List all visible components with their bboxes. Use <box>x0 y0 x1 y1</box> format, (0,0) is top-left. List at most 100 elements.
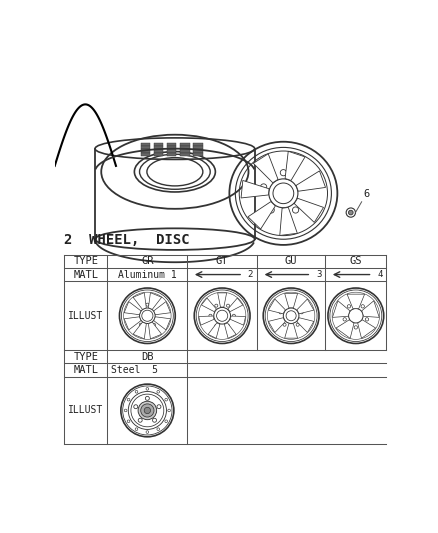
Circle shape <box>145 397 149 400</box>
Bar <box>194 152 203 156</box>
Circle shape <box>343 318 346 321</box>
Circle shape <box>365 318 369 321</box>
Polygon shape <box>148 293 162 309</box>
Circle shape <box>138 418 142 422</box>
Bar <box>167 149 177 152</box>
Circle shape <box>134 405 138 409</box>
Polygon shape <box>124 317 141 330</box>
Circle shape <box>293 207 299 213</box>
Polygon shape <box>362 301 379 317</box>
Polygon shape <box>241 181 269 198</box>
Circle shape <box>146 431 148 433</box>
Polygon shape <box>296 171 325 191</box>
Bar <box>167 152 177 156</box>
Bar <box>194 149 203 152</box>
Circle shape <box>283 323 286 326</box>
Bar <box>194 147 203 149</box>
Circle shape <box>138 401 157 419</box>
Polygon shape <box>228 298 243 312</box>
Bar <box>154 143 163 147</box>
Circle shape <box>226 304 230 307</box>
Polygon shape <box>294 198 324 222</box>
Text: Aluminum 1: Aluminum 1 <box>118 270 177 279</box>
Circle shape <box>268 207 274 213</box>
Circle shape <box>232 314 235 317</box>
Text: 3: 3 <box>316 270 321 279</box>
Text: Steel  5: Steel 5 <box>111 365 158 375</box>
Polygon shape <box>336 320 354 338</box>
Circle shape <box>146 303 149 306</box>
Bar <box>180 143 190 147</box>
Circle shape <box>361 305 364 308</box>
Polygon shape <box>124 302 141 314</box>
Bar <box>167 143 177 147</box>
Text: DB: DB <box>141 352 154 362</box>
Polygon shape <box>248 201 276 229</box>
Polygon shape <box>268 318 285 333</box>
Circle shape <box>157 391 159 393</box>
Bar <box>194 143 203 147</box>
Circle shape <box>280 169 286 176</box>
Polygon shape <box>253 154 278 183</box>
Text: MATL: MATL <box>73 270 98 279</box>
Circle shape <box>296 323 299 326</box>
Polygon shape <box>297 318 314 333</box>
Bar <box>141 152 150 156</box>
Text: MATL: MATL <box>73 365 98 375</box>
Bar <box>154 152 163 156</box>
Bar <box>180 152 190 156</box>
Polygon shape <box>297 299 314 314</box>
Text: TYPE: TYPE <box>73 256 98 266</box>
Polygon shape <box>332 301 350 317</box>
Polygon shape <box>224 323 236 338</box>
Polygon shape <box>280 207 297 236</box>
Circle shape <box>127 398 130 401</box>
Circle shape <box>209 314 212 317</box>
Circle shape <box>141 404 154 417</box>
Text: TYPE: TYPE <box>73 352 98 362</box>
Circle shape <box>146 387 148 390</box>
Text: 6: 6 <box>363 189 369 199</box>
Circle shape <box>349 210 353 215</box>
Polygon shape <box>199 316 214 325</box>
Circle shape <box>354 326 357 329</box>
Circle shape <box>135 428 138 431</box>
Circle shape <box>127 420 130 423</box>
Polygon shape <box>285 293 297 308</box>
Bar <box>141 143 150 147</box>
Text: 4: 4 <box>377 270 382 279</box>
Circle shape <box>300 184 306 190</box>
Polygon shape <box>347 294 364 309</box>
Text: 2: 2 <box>248 270 253 279</box>
Circle shape <box>157 428 159 431</box>
Text: GU: GU <box>285 256 297 266</box>
Bar <box>141 149 150 152</box>
Circle shape <box>168 409 170 412</box>
Text: GS: GS <box>350 256 362 266</box>
Text: GT: GT <box>216 256 228 266</box>
Circle shape <box>165 420 167 423</box>
Polygon shape <box>358 320 376 338</box>
Circle shape <box>157 405 161 409</box>
Polygon shape <box>133 322 146 339</box>
Circle shape <box>135 391 138 393</box>
Circle shape <box>152 418 156 422</box>
Text: ILLUST: ILLUST <box>68 406 103 415</box>
Circle shape <box>139 323 142 326</box>
Circle shape <box>215 304 218 307</box>
Bar <box>167 147 177 149</box>
Text: GR: GR <box>141 256 154 266</box>
Polygon shape <box>148 322 162 339</box>
Polygon shape <box>268 299 285 314</box>
Circle shape <box>135 311 138 314</box>
Text: 2  WHEEL,  DISC: 2 WHEEL, DISC <box>64 233 190 247</box>
Polygon shape <box>201 298 216 312</box>
Bar <box>154 147 163 149</box>
Circle shape <box>124 409 127 412</box>
Circle shape <box>347 305 351 308</box>
Bar <box>154 149 163 152</box>
Bar <box>180 147 190 149</box>
Circle shape <box>165 398 167 401</box>
Circle shape <box>226 324 230 327</box>
Polygon shape <box>285 324 297 338</box>
